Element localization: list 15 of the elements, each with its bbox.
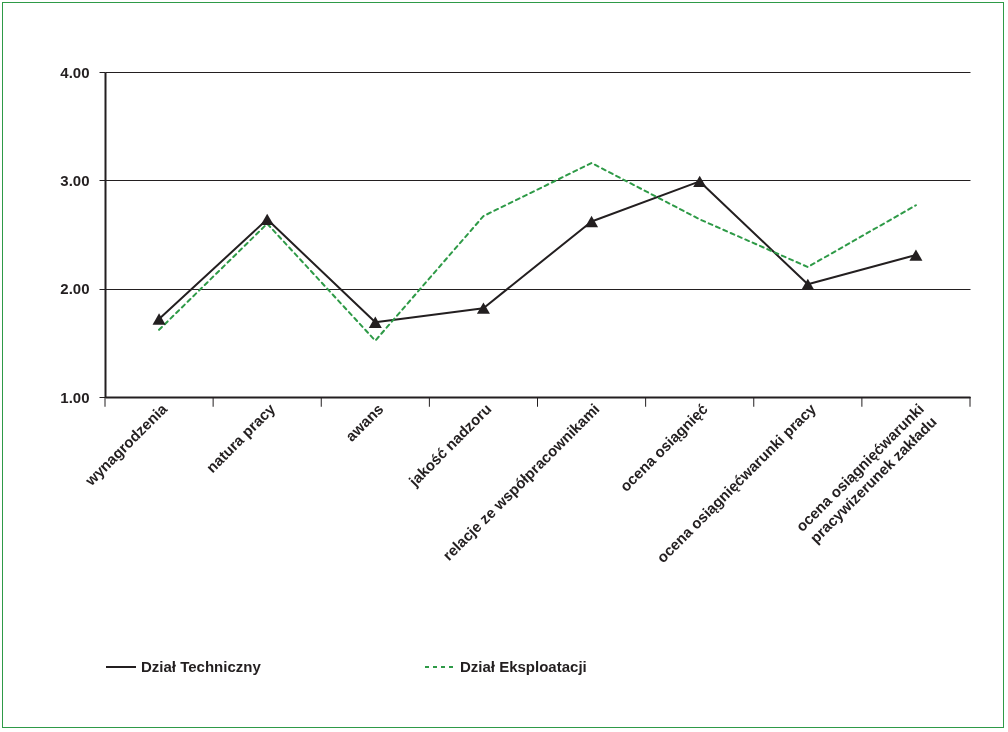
point — [260, 213, 274, 225]
point — [693, 175, 707, 188]
point — [368, 316, 382, 328]
legend-label: Dział Techniczny — [141, 658, 262, 675]
y-tick-label: 1.00 — [60, 388, 90, 406]
point — [152, 313, 166, 325]
y-tick-label: 2.00 — [60, 280, 90, 298]
point — [476, 302, 490, 314]
point — [909, 249, 923, 261]
point — [801, 278, 815, 290]
y-tick-label: 4.00 — [60, 63, 90, 81]
legend-label: Dział Eksploatacji — [460, 658, 587, 675]
y-tick-label: 3.00 — [60, 171, 90, 189]
point — [585, 215, 599, 228]
line-series — [158, 162, 917, 342]
